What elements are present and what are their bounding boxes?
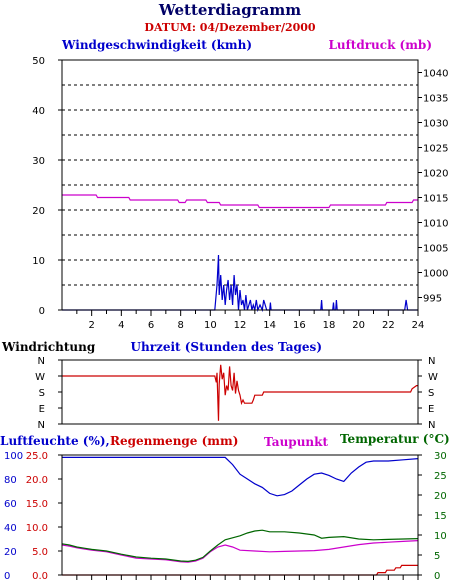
hour-tick-label: 20 [352,320,365,331]
hour-tick-label: 6 [148,320,154,331]
humidity-tick-label: 0 [4,571,10,582]
wind-speed-line [62,254,418,313]
hour-tick-label: 8 [177,320,183,331]
pressure-tick-label: 1000 [423,269,448,280]
dewpoint-label: Taupunkt [264,435,328,449]
pressure-tick-label: 1025 [423,144,448,155]
pressure-tick-label: 1010 [423,219,448,230]
temperature-tick-label: 20 [434,491,447,502]
rain-tick-label: 20.0 [26,475,48,486]
humidity-label: Luftfeuchte (%), [0,434,110,448]
direction-tick-label-left: S [39,388,45,399]
hour-tick-label: 22 [382,320,395,331]
climate-panel-frame [61,454,419,576]
pressure-tick-label: 1005 [423,244,448,255]
humidity-tick-label: 60 [4,499,17,510]
rain-label: Regenmenge (mm) [110,434,238,448]
temperature-tick-label: 30 [434,451,447,462]
hour-tick-label: 12 [234,320,247,331]
humidity-tick-label: 80 [4,475,17,486]
direction-tick-label-right: N [428,420,435,431]
pressure-tick-label: 995 [423,294,442,305]
rain-tick-label: 10.0 [26,523,48,534]
pressure-line [62,194,418,209]
hour-tick-label: 10 [204,320,217,331]
hour-tick-label: 14 [263,320,276,331]
direction-tick-label-right: S [428,388,434,399]
wind-direction-line [62,364,418,421]
wind-tick-label: 10 [32,256,45,267]
pressure-tick-label: 1015 [423,194,448,205]
hour-tick-label: 2 [88,320,94,331]
pressure-tick-label: 1035 [423,94,448,105]
direction-tick-label-right: W [428,372,438,383]
hour-tick-label: 24 [412,320,425,331]
wind-tick-label: 40 [32,106,45,117]
pressure-tick-label: 1030 [423,119,448,130]
wind-tick-label: 0 [39,306,45,317]
direction-tick-label-right: N [428,356,435,367]
rain-line [62,564,418,576]
temperature-line [61,529,419,563]
temperature-tick-label: 5 [434,551,440,562]
rain-tick-label: 25.0 [26,451,48,462]
wind-direction-label: Windrichtung [1,340,96,354]
temperature-tick-label: 15 [434,511,447,522]
wind-speed-label: Windgeschwindigkeit (kmh) [61,38,252,52]
temperature-tick-label: 25 [434,471,447,482]
temperature-tick-label: 10 [434,531,447,542]
rain-tick-label: 15.0 [26,499,48,510]
chart-subtitle: DATUM: 04/Dezember/2000 [144,21,316,34]
pressure-label: Luftdruck (mb) [328,38,432,52]
wind-tick-label: 30 [32,156,45,167]
humidity-tick-label: 20 [4,547,17,558]
rain-tick-label: 0.0 [32,571,48,582]
direction-tick-label-left: W [35,372,45,383]
direction-tick-label-right: E [428,404,434,415]
direction-tick-label-left: N [38,420,45,431]
dewpoint-line [61,540,419,563]
humidity-tick-label: 100 [4,451,23,462]
direction-tick-label-left: N [38,356,45,367]
temperature-tick-label: 0 [434,571,440,582]
humidity-line [62,456,419,497]
temperature-label: Temperatur (°C) [340,432,450,446]
direction-tick-label-left: E [39,404,45,415]
wind-tick-label: 20 [32,206,45,217]
wind-tick-label: 50 [32,56,45,67]
pressure-tick-label: 1020 [423,169,448,180]
hour-tick-label: 18 [323,320,336,331]
humidity-tick-label: 40 [4,523,17,534]
time-axis-label: Uhrzeit (Stunden des Tages) [131,340,322,354]
pressure-tick-label: 1040 [423,69,448,80]
hour-tick-label: 4 [118,320,124,331]
hour-tick-label: 16 [293,320,306,331]
rain-tick-label: 5.0 [32,547,48,558]
chart-title: Wetterdiagramm [158,1,301,19]
